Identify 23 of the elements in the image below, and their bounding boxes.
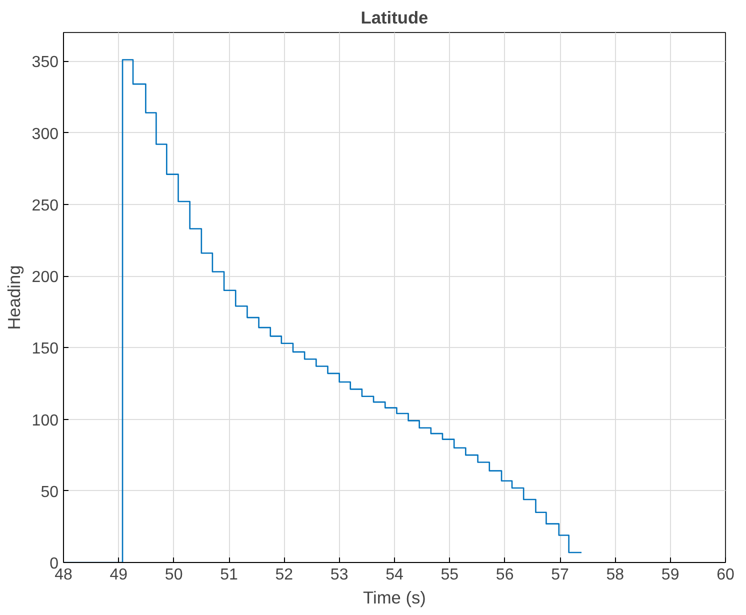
x-tick-label: 56 — [496, 566, 514, 584]
y-tick-label: 150 — [32, 340, 59, 358]
x-tick-label: 50 — [164, 566, 183, 584]
x-tick-label: 49 — [110, 566, 128, 584]
x-tick-label: 54 — [386, 566, 404, 584]
x-tick-label: 52 — [275, 566, 294, 584]
y-axis-title: Heading — [4, 265, 24, 330]
y-tick-label: 0 — [50, 556, 59, 572]
x-tick-label: 51 — [220, 566, 238, 584]
x-tick-label: 57 — [551, 566, 569, 584]
y-tick-label: 50 — [40, 484, 59, 501]
x-tick-label: 55 — [440, 566, 459, 584]
chart-title: Latitude — [360, 8, 429, 28]
x-tick-label: 60 — [716, 566, 734, 584]
y-tick-label: 200 — [32, 269, 59, 286]
x-axis-title: Time (s) — [363, 588, 426, 608]
x-tick-label: 58 — [606, 566, 624, 584]
x-tick-label: 53 — [330, 566, 348, 584]
y-tick-label: 300 — [32, 126, 59, 143]
y-tick-label: 250 — [32, 197, 59, 214]
y-tick-label: 100 — [32, 412, 59, 430]
y-tick-label: 350 — [32, 54, 59, 72]
x-tick-label: 59 — [661, 566, 680, 584]
